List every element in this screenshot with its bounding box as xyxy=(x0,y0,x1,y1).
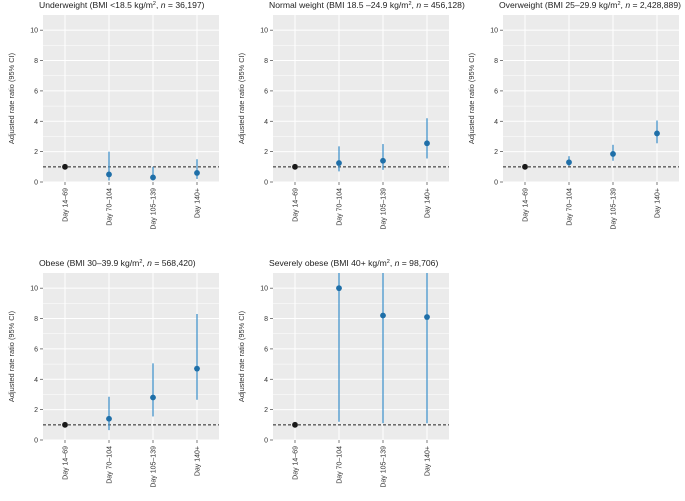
x-tick-label: Day 140+ xyxy=(425,446,432,476)
chart-title: Obese (BMI 30–39.9 kg/m2, n = 568,420) xyxy=(39,258,196,268)
x-tick-label: Day 14–69 xyxy=(293,188,300,222)
estimate-point-2 xyxy=(336,285,342,292)
y-tick-label: 6 xyxy=(34,88,38,95)
estimate-point-2 xyxy=(566,159,572,166)
chart-title: Underweight (BMI <18.5 kg/m2, n = 36,197… xyxy=(39,0,205,10)
estimate-point-3 xyxy=(380,312,386,319)
reference-point xyxy=(292,421,298,428)
x-tick-label: Day 105–139 xyxy=(151,446,158,488)
estimate-point-2 xyxy=(336,160,342,166)
y-tick-label: 4 xyxy=(34,377,38,384)
x-tick-label: Day 105–139 xyxy=(151,188,158,230)
x-tick-label: Day 140+ xyxy=(655,188,662,218)
y-tick-label: 10 xyxy=(260,286,268,293)
y-tick-label: 6 xyxy=(264,88,268,95)
estimate-point-2 xyxy=(106,171,112,178)
estimate-point-3 xyxy=(610,151,616,157)
y-tick-label: 8 xyxy=(494,58,498,65)
x-tick-label: Day 105–139 xyxy=(381,446,388,488)
chart-panel-1: 0 2 4 6 8 10 Day 14–69 Day 70–104 Day 105–139 Day… xyxy=(7,0,219,230)
plot-background xyxy=(43,273,219,440)
y-tick-label: 6 xyxy=(264,346,268,353)
y-tick-label: 6 xyxy=(34,346,38,353)
x-tick-label: Day 70–104 xyxy=(337,446,344,484)
estimate-point-3 xyxy=(150,394,156,401)
reference-point xyxy=(62,421,68,428)
y-tick-label: 8 xyxy=(34,58,38,65)
x-tick-label: Day 14–69 xyxy=(63,446,70,480)
y-tick-label: 10 xyxy=(490,28,498,35)
y-axis-label: Adjusted rate ratio (95% CI) xyxy=(237,53,246,144)
chart-panel-4: 0 2 4 6 8 10 Day 14–69 Day 70–104 Day 105–139 Day… xyxy=(7,258,219,488)
x-tick-label: Day 140+ xyxy=(195,188,202,218)
x-tick-label: Day 105–139 xyxy=(611,188,618,230)
y-tick-label: 0 xyxy=(34,438,38,445)
y-tick-label: 0 xyxy=(264,438,268,445)
estimate-point-4 xyxy=(194,365,200,372)
y-tick-label: 10 xyxy=(260,28,268,35)
y-tick-label: 2 xyxy=(264,149,268,156)
y-tick-label: 4 xyxy=(494,119,498,126)
x-tick-label: Day 14–69 xyxy=(63,188,70,222)
y-tick-label: 4 xyxy=(34,119,38,126)
reference-point xyxy=(292,163,298,170)
y-tick-label: 2 xyxy=(494,149,498,156)
estimate-point-4 xyxy=(424,140,430,147)
plot-background xyxy=(273,273,449,440)
x-tick-label: Day 14–69 xyxy=(293,446,300,480)
x-tick-label: Day 70–104 xyxy=(337,188,344,226)
x-tick-label: Day 105–139 xyxy=(381,188,388,230)
estimate-point-4 xyxy=(194,169,200,176)
estimate-point-3 xyxy=(150,174,156,181)
chart-panel-3: 0 2 4 6 8 10 Day 14–69 Day 70–104 Day 105–139 Day… xyxy=(467,0,681,230)
y-tick-label: 10 xyxy=(30,28,38,35)
estimate-point-4 xyxy=(424,314,430,320)
estimate-point-4 xyxy=(654,130,660,137)
y-tick-label: 0 xyxy=(34,180,38,187)
chart-panel-2: 0 2 4 6 8 10 Day 14–69 Day 70–104 Day 105–139 Day… xyxy=(237,0,465,230)
y-tick-label: 4 xyxy=(264,119,268,126)
y-tick-label: 0 xyxy=(264,180,268,187)
y-tick-label: 2 xyxy=(34,407,38,414)
x-tick-label: Day 70–104 xyxy=(567,188,574,226)
plot-background xyxy=(503,15,679,182)
x-tick-label: Day 70–104 xyxy=(107,446,114,484)
y-tick-label: 6 xyxy=(494,88,498,95)
chart-title: Overweight (BMI 25–29.9 kg/m2, n = 2,428… xyxy=(499,0,681,10)
y-axis-label: Adjusted rate ratio (95% CI) xyxy=(7,311,16,402)
y-tick-label: 8 xyxy=(264,316,268,323)
reference-point xyxy=(522,163,528,170)
y-tick-label: 8 xyxy=(264,58,268,65)
plot-background xyxy=(273,15,449,182)
x-tick-label: Day 140+ xyxy=(425,188,432,218)
x-tick-label: Day 70–104 xyxy=(107,188,114,226)
y-tick-label: 8 xyxy=(34,316,38,323)
chart-panel-5: 0 2 4 6 8 10 Day 14–69 Day 70–104 Day 105–139 Day… xyxy=(237,258,449,488)
y-tick-label: 10 xyxy=(30,286,38,293)
estimate-point-2 xyxy=(106,415,112,422)
reference-point xyxy=(62,163,68,170)
y-tick-label: 2 xyxy=(34,149,38,156)
y-tick-label: 0 xyxy=(494,180,498,187)
chart-title: Severely obese (BMI 40+ kg/m2, n = 98,70… xyxy=(269,258,438,268)
y-tick-label: 4 xyxy=(264,377,268,384)
y-tick-label: 2 xyxy=(264,407,268,414)
y-axis-label: Adjusted rate ratio (95% CI) xyxy=(237,311,246,402)
plot-background xyxy=(43,15,219,182)
y-axis-label: Adjusted rate ratio (95% CI) xyxy=(7,53,16,144)
x-tick-label: Day 140+ xyxy=(195,446,202,476)
x-tick-label: Day 14–69 xyxy=(523,188,530,222)
estimate-point-3 xyxy=(380,157,386,164)
y-axis-label: Adjusted rate ratio (95% CI) xyxy=(467,53,476,144)
chart-title: Normal weight (BMI 18.5 –24.9 kg/m2, n =… xyxy=(269,0,465,10)
